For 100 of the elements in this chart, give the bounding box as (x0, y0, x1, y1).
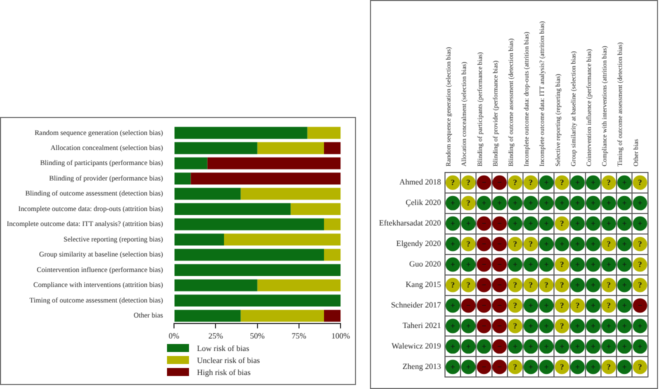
text: + (528, 342, 534, 352)
text: + (512, 260, 518, 270)
text: + (606, 219, 612, 228)
x-tick-label: 0% (168, 331, 180, 340)
text: − (497, 240, 502, 249)
text: + (528, 198, 534, 208)
text: ? (606, 280, 611, 290)
text: + (638, 219, 642, 228)
x-tick-label: 25% (208, 331, 224, 340)
text: + (528, 260, 534, 270)
text: − (466, 301, 471, 310)
text: ? (466, 280, 470, 290)
text: ? (606, 362, 611, 372)
bar (324, 310, 341, 322)
text: − (482, 362, 486, 372)
text: + (622, 260, 627, 270)
text: + (590, 198, 596, 208)
y-tick-label: Elgendy 2020 (396, 239, 441, 248)
text: + (450, 362, 456, 372)
text: ? (638, 240, 642, 249)
text: + (544, 260, 549, 270)
x-tick-label: 75% (292, 331, 307, 340)
text: ? (450, 280, 455, 290)
text: + (622, 342, 627, 352)
text: + (450, 198, 456, 208)
text: + (560, 198, 564, 208)
bar (324, 218, 341, 230)
text: + (544, 342, 549, 352)
y-tick-label: Zheng 2013 (402, 362, 441, 372)
text: + (622, 219, 627, 228)
text: + (575, 240, 580, 249)
text: + (590, 280, 596, 290)
text: ? (513, 362, 518, 372)
text: ? (560, 362, 564, 372)
text: + (638, 198, 642, 208)
text: ? (544, 280, 548, 290)
bar (324, 142, 341, 154)
text: − (497, 260, 502, 270)
x-tick-label: 100% (331, 331, 350, 340)
text: + (528, 301, 534, 310)
text: + (575, 362, 580, 372)
y-tick-label: Eftekharsadat 2020 (378, 218, 441, 228)
text: − (482, 219, 486, 228)
legend-label: High risk of bias (197, 368, 251, 376)
text: ? (466, 178, 470, 188)
text: + (560, 342, 564, 352)
text: ? (560, 219, 564, 228)
text: − (638, 301, 642, 310)
text: + (590, 219, 596, 228)
text: + (575, 322, 580, 331)
bar (174, 142, 258, 154)
text: + (544, 322, 549, 331)
bar (174, 264, 341, 276)
text: − (482, 322, 486, 331)
bar (290, 203, 341, 216)
text: ? (528, 280, 533, 290)
text: ? (560, 260, 564, 270)
text: + (450, 301, 456, 310)
text: + (512, 198, 518, 208)
text: + (482, 342, 486, 352)
text: + (544, 240, 549, 249)
bar (240, 188, 341, 200)
text: + (590, 178, 596, 188)
text: + (622, 280, 627, 290)
text: + (544, 362, 549, 372)
bar (240, 310, 324, 322)
text: + (590, 301, 596, 310)
text: + (622, 322, 627, 331)
text: + (544, 219, 549, 228)
bar (174, 279, 258, 292)
bar (174, 294, 341, 306)
bar (174, 310, 241, 322)
bar (174, 157, 208, 170)
text: ? (560, 280, 564, 290)
text: + (575, 260, 580, 270)
text: + (638, 322, 642, 331)
text: ? (638, 260, 642, 270)
bar (257, 142, 324, 154)
legend-label: Unclear risk of bias (197, 356, 260, 364)
y-tick-label: Guo 2020 (409, 260, 441, 269)
text: + (622, 301, 627, 310)
bar (190, 172, 341, 185)
bar (174, 126, 308, 139)
text: + (575, 178, 580, 188)
text: − (482, 280, 486, 290)
text: − (482, 178, 486, 188)
bar (174, 188, 241, 200)
text: ? (560, 178, 564, 188)
text: − (497, 362, 502, 372)
text: ? (560, 301, 564, 310)
y-tick-label: Taheri 2021 (402, 321, 441, 330)
text: + (466, 362, 471, 372)
text: + (466, 322, 471, 331)
text: + (606, 260, 612, 270)
text: + (528, 322, 534, 331)
text: ? (606, 301, 611, 310)
text: ? (513, 301, 518, 310)
text: + (590, 342, 596, 352)
text: + (466, 219, 471, 228)
text: + (575, 342, 580, 352)
